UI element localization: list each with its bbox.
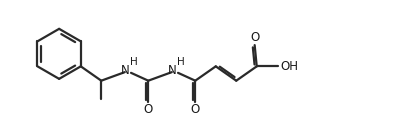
Text: N: N: [168, 64, 176, 77]
Text: OH: OH: [280, 60, 298, 73]
Text: H: H: [130, 57, 137, 67]
Text: H: H: [176, 57, 184, 67]
Text: O: O: [144, 103, 153, 116]
Text: O: O: [190, 103, 200, 116]
Text: O: O: [250, 31, 259, 44]
Text: N: N: [121, 64, 130, 77]
